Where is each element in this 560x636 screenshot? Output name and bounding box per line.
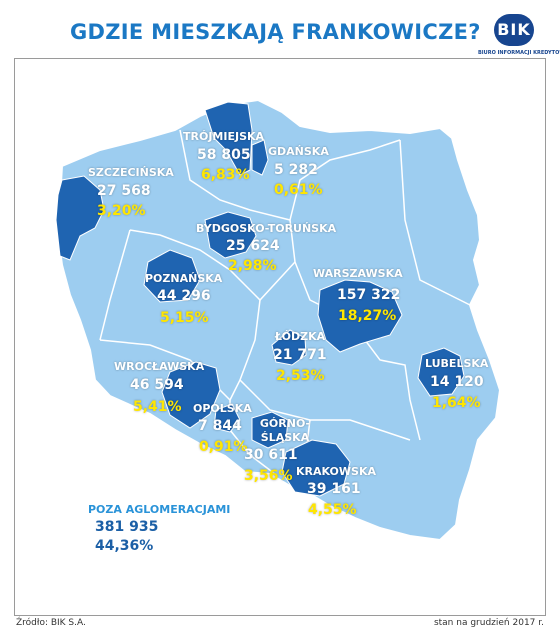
outside-count: 381 935 (95, 519, 159, 535)
region-name-lubelska: LUBELSKA (425, 357, 489, 370)
region-count-lubelska: 14 120 (430, 374, 484, 390)
region-name-gdanska: GDAŃSKA (268, 145, 329, 158)
region-count-opolska: 7 844 (198, 418, 242, 434)
logo-subtitle: BIURO INFORMACJI KREDYTOWEJ (478, 50, 560, 56)
region-share-opolska: 0,91% (199, 439, 248, 455)
logo-badge: BIK (494, 14, 534, 46)
region-name-opolska: OPOLSKA (193, 402, 252, 415)
region-name-lodzka: ŁÓDZKA (275, 330, 326, 343)
region-count-szczecinska: 27 568 (97, 183, 151, 199)
region-name-wroclawska: WROCŁAWSKA (114, 360, 205, 373)
region-share-lubelska: 1,64% (432, 395, 481, 411)
agglomeration-areas (55, 101, 465, 497)
region-share-trojmiejska: 6,83% (201, 167, 250, 183)
date-note: stan na grudzień 2017 r. (433, 618, 544, 628)
region-count-warszawska: 157 322 (337, 287, 401, 303)
source-note: Źródło: BIK S.A. (16, 618, 86, 628)
region-name-krakowska: KRAKOWSKA (296, 465, 376, 478)
outside-label: POZA AGLOMERACJAMI (88, 503, 231, 516)
region-share-lodzka: 2,53% (276, 368, 325, 384)
region-count-krakowska: 39 161 (307, 481, 361, 497)
map-frame (14, 58, 546, 616)
region-share-poznanska: 5,15% (160, 310, 209, 326)
area-trojmiejska (204, 101, 253, 176)
region-count-wroclawska: 46 594 (130, 377, 184, 393)
region-count-gdanska: 5 282 (274, 162, 318, 178)
area-opolska (213, 403, 241, 433)
region-share-bydgosko-torunska: 2,98% (228, 258, 277, 274)
region-name-warszawska: WARSZAWSKA (313, 267, 403, 280)
region-share-warszawska: 18,27% (338, 308, 397, 324)
area-lubelska (417, 347, 465, 397)
poland-outline (56, 98, 502, 542)
bik-logo: BIK BIURO INFORMACJI KREDYTOWEJ (478, 14, 560, 60)
region-share-krakowska: 4,55% (308, 502, 357, 518)
region-name-trojmiejska: TRÓJMIEJSKA (183, 130, 265, 143)
page-title: GDZIE MIESZKAJĄ FRANKOWICZE? (70, 20, 481, 44)
area-krakowska (281, 439, 351, 497)
region-name-poznanska: POZNAŃSKA (145, 272, 223, 285)
area-gornoslaska (251, 411, 289, 449)
area-gdanska (251, 139, 269, 176)
region-count-trojmiejska: 58 805 (197, 147, 251, 163)
voivodeship-borders (99, 129, 471, 495)
area-wroclawska (161, 361, 221, 429)
area-poznanska (143, 249, 201, 303)
region-name-szczecinska: SZCZECIŃSKA (88, 166, 174, 179)
region-share-wroclawska: 5,41% (133, 399, 182, 415)
area-bydgosko-torunska (204, 211, 257, 259)
region-count-poznanska: 44 296 (157, 288, 211, 304)
area-szczecinska (55, 175, 105, 261)
region-share-gornoslaska: 3,56% (244, 468, 293, 484)
area-lodzka (271, 329, 307, 366)
region-share-szczecinska: 3,20% (97, 203, 146, 219)
region-count-bydgosko-torunska: 25 624 (226, 238, 280, 254)
region-count-gornoslaska: 30 611 (244, 447, 298, 463)
outside-share: 44,36% (95, 538, 154, 554)
area-warszawska (317, 279, 403, 353)
region-count-lodzka: 21 771 (273, 347, 327, 363)
region-share-gdanska: 0,61% (274, 182, 323, 198)
region-name-bydgosko-torunska: BYDGOSKO-TORUŃSKA (196, 222, 337, 235)
region-name-gornoslaska: GÓRNO-ŚLĄSKA (259, 417, 311, 444)
